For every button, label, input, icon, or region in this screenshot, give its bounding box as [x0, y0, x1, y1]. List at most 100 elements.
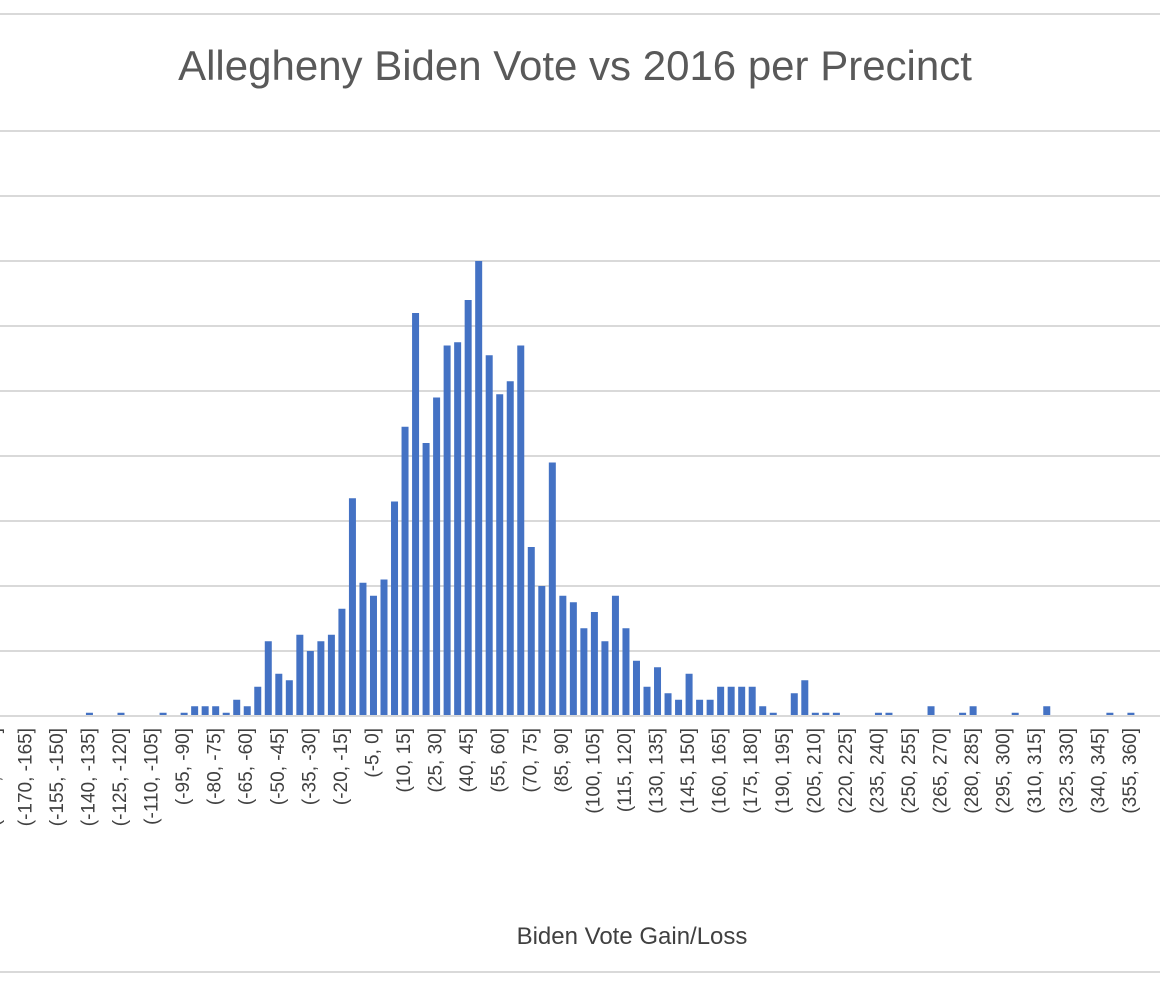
- histogram-bar: [443, 345, 451, 716]
- histogram-bar: [874, 712, 882, 716]
- x-tick-label: (-155, -150]: [47, 728, 68, 826]
- x-tick-label: (10, 15]: [394, 728, 415, 792]
- histogram-bar: [580, 628, 588, 716]
- x-tick-label: (265, 270]: [931, 728, 952, 814]
- histogram-bar: [738, 686, 746, 716]
- x-tick-label: (40, 45]: [457, 728, 478, 792]
- histogram-bar: [696, 699, 704, 716]
- x-tick-label: (130, 135]: [647, 728, 668, 814]
- x-tick-label: (295, 300]: [994, 728, 1015, 814]
- histogram-bar: [632, 660, 640, 716]
- histogram-bar: [759, 706, 767, 716]
- x-tick-label: (325, 330]: [1057, 728, 1078, 814]
- histogram-bar: [254, 686, 262, 716]
- x-tick-label: (-20, -15]: [331, 728, 352, 805]
- histogram-bar: [496, 394, 504, 716]
- histogram-bar: [717, 686, 725, 716]
- histogram-bar: [243, 706, 251, 716]
- x-tick-label: (115, 120]: [615, 728, 636, 812]
- histogram-bar: [285, 680, 293, 716]
- histogram-bar: [517, 345, 525, 716]
- x-tick-label: (-65, -60]: [236, 728, 257, 805]
- histogram-bar: [885, 712, 893, 716]
- histogram-bar: [348, 498, 356, 716]
- histogram-bar: [212, 706, 220, 716]
- histogram-bar: [538, 586, 546, 716]
- histogram-bar: [1106, 712, 1114, 716]
- histogram-bar: [811, 712, 819, 716]
- x-tick-label: (175, 180]: [741, 728, 762, 814]
- histogram-bar: [422, 443, 430, 716]
- histogram-bar: [369, 595, 377, 716]
- histogram-bar: [359, 582, 367, 716]
- x-tick-label: (340, 345]: [1088, 728, 1109, 814]
- histogram-bar: [590, 612, 598, 716]
- x-tick-label: (55, 60]: [489, 728, 510, 792]
- bars: [85, 261, 1135, 716]
- x-tick-label: (355, 360]: [1120, 728, 1141, 814]
- histogram-bar: [433, 397, 441, 716]
- x-tick-label: (-5, 0]: [362, 728, 383, 778]
- histogram-bar: [927, 706, 935, 716]
- x-tick-labels: (-185, -180] (-170, -165] (-155, -150] (-14…: [0, 728, 1141, 826]
- histogram-bar: [233, 699, 241, 716]
- histogram-bar: [654, 667, 662, 716]
- histogram-bar: [611, 595, 619, 716]
- histogram-bar: [264, 641, 272, 716]
- histogram-bar: [296, 634, 304, 716]
- histogram-bar: [601, 641, 609, 716]
- histogram-bar: [475, 261, 483, 716]
- histogram-bar: [769, 712, 777, 716]
- histogram-bar: [275, 673, 283, 716]
- x-tick-label: (-110, -105]: [142, 728, 163, 825]
- histogram-bar: [117, 712, 125, 716]
- x-tick-label: (-35, -30]: [299, 728, 320, 805]
- histogram-bar: [180, 712, 188, 716]
- x-tick-label: (235, 240]: [867, 728, 888, 814]
- histogram-bar: [327, 634, 335, 716]
- histogram-bar: [822, 712, 830, 716]
- x-tick-label: (70, 75]: [520, 728, 541, 792]
- x-tick-label: (-170, -165]: [15, 728, 36, 826]
- x-tick-label: (205, 210]: [804, 728, 825, 814]
- histogram-bar: [685, 673, 693, 716]
- x-tick-label: (-185, -180]: [0, 728, 5, 826]
- histogram-bar: [706, 699, 714, 716]
- chart-title: Allegheny Biden Vote vs 2016 per Precinc…: [178, 42, 972, 89]
- histogram-bar: [801, 680, 809, 716]
- x-tick-label: (145, 150]: [678, 728, 699, 814]
- histogram-bar: [727, 686, 735, 716]
- x-tick-label: (190, 195]: [773, 728, 794, 814]
- histogram-bar: [391, 501, 399, 716]
- histogram-bar: [506, 381, 514, 716]
- x-tick-label: (280, 285]: [962, 728, 983, 814]
- histogram-bar: [1127, 712, 1135, 716]
- histogram-bar: [548, 462, 556, 716]
- histogram-bar: [748, 686, 756, 716]
- histogram-bar: [454, 342, 462, 716]
- x-tick-label: (25, 30]: [426, 728, 447, 792]
- x-tick-label: (-125, -120]: [110, 728, 131, 826]
- histogram-bar: [191, 706, 199, 716]
- x-tick-label: (85, 90]: [552, 728, 573, 792]
- x-tick-label: (-50, -45]: [268, 728, 289, 805]
- histogram-bar: [527, 547, 535, 716]
- histogram-bar: [675, 699, 683, 716]
- histogram-bar: [464, 300, 472, 716]
- gridlines: [0, 130, 1160, 652]
- histogram-bar: [85, 712, 93, 716]
- histogram-bar: [201, 706, 209, 716]
- histogram-bar: [317, 641, 325, 716]
- x-tick-label: (220, 225]: [836, 728, 857, 814]
- x-tick-label: (160, 165]: [710, 728, 731, 814]
- histogram-bar: [790, 693, 798, 716]
- x-tick-label: (310, 315]: [1025, 728, 1046, 814]
- histogram-bar: [222, 712, 230, 716]
- x-tick-label: (-80, -75]: [205, 728, 226, 805]
- histogram-bar: [559, 595, 567, 716]
- histogram-bar: [412, 313, 420, 716]
- histogram-bar: [959, 712, 967, 716]
- x-tick-label: (-140, -135]: [78, 728, 99, 826]
- histogram-bar: [622, 628, 630, 716]
